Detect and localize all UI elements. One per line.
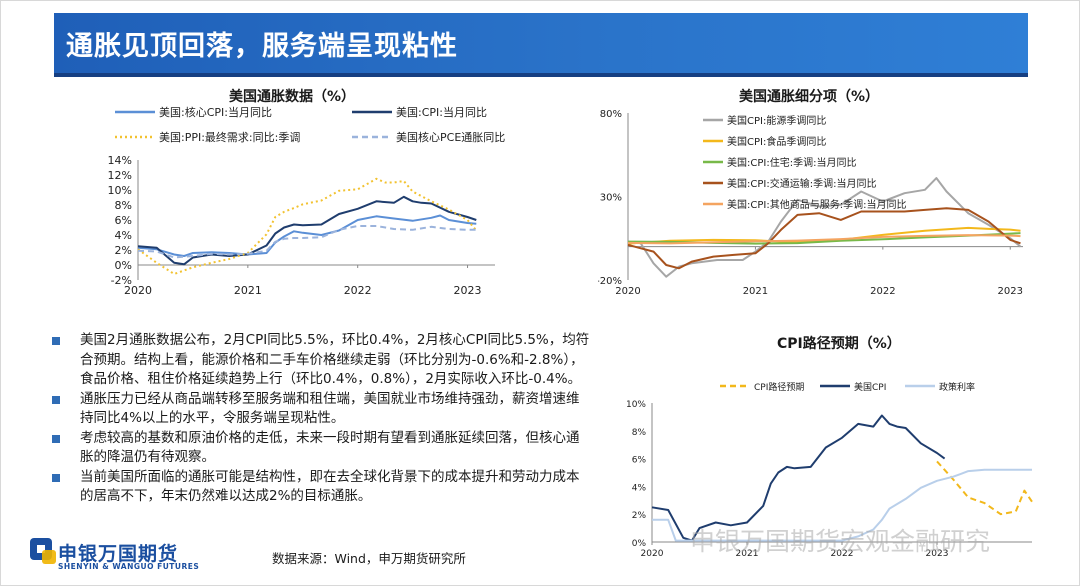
bullet-text: 美国2月通胀数据公布，2月CPI同比5.5%，环比0.4%，2月核心CPI同比5… — [80, 332, 590, 387]
logo-text-en: SHENYIN & WANGUO FUTURES — [58, 562, 200, 571]
series-line-2 — [137, 195, 477, 266]
y-tick-label: -2% — [111, 274, 132, 287]
chart1-title: 美国通胀数据（%） — [229, 89, 356, 105]
series-line-4 — [627, 207, 1021, 270]
legend-label-1: 美国:核心CPI:当月同比 — [159, 105, 272, 119]
series-line-2 — [651, 414, 946, 542]
legend-label-4: 美国:CPI:交通运输:季调:当月同比 — [727, 177, 876, 190]
series-line-3 — [137, 177, 478, 275]
legend-label-2: 美国CPI — [854, 381, 886, 393]
y-tick-label: 10% — [108, 184, 132, 197]
legend-label-3: 美国:PPI:最终需求:同比:季调 — [159, 130, 300, 144]
watermark: 申银万国期货宏观金融研究 — [690, 527, 991, 556]
x-tick-label: 2022 — [344, 284, 372, 297]
x-tick-label: 2020 — [124, 284, 152, 297]
bullet-text: 通胀压力已经从商品端转移至服务端和租住端，美国就业市场维持强劲，薪资增速维持同比… — [80, 390, 580, 427]
y-tick-label: -20% — [598, 276, 622, 287]
x-tick-label: 2020 — [641, 549, 664, 559]
y-tick-label: 8% — [115, 199, 132, 212]
bullet-list: 美国2月通胀数据公布，2月CPI同比5.5%，环比0.4%，2月核心CPI同比5… — [52, 331, 592, 507]
x-tick-label: 2023 — [454, 284, 482, 297]
chart1: -2% 0% 2% 4% 6% 8% 10% 12% 14% 2020 2021 2022 2023 美国… — [108, 105, 506, 297]
chart2: -20%30%80%2020 2021 2022 2023美国CPI:能源季调同比美国… — [598, 109, 1023, 297]
x-tick-label: 2021 — [234, 284, 262, 297]
y-tick-label: 2% — [115, 244, 132, 257]
bullet-marker — [52, 473, 60, 482]
legend-label-5: 美国:CPI:其他商品与服务:季调:当月同比 — [727, 198, 906, 211]
x-tick-label: 2021 — [743, 286, 768, 297]
legend-label-3: 政策利率 — [939, 381, 975, 393]
bullet-text: 考虑较高的基数和原油价格的走低，未来一段时期有望看到通胀延续回落，但核心通胀的降… — [80, 429, 580, 466]
x-tick-label: 2023 — [926, 549, 949, 559]
x-tick-label: 2022 — [831, 549, 854, 559]
chart3-title: CPI路径预期（%） — [777, 336, 901, 352]
bullet-item: 考虑较高的基数和原油价格的走低，未来一段时期有望看到通胀延续回落，但核心通胀的降… — [52, 429, 592, 468]
y-tick-label: 6% — [115, 214, 132, 227]
y-tick-label: 4% — [632, 483, 647, 493]
y-tick-label: 0% — [115, 259, 132, 272]
y-tick-label: 12% — [108, 169, 132, 182]
company-logo — [30, 538, 56, 564]
bullet-item: 当前美国所面临的通胀可能是结构性，即在去全球化背景下的成本提升和劳动力成本的居高… — [52, 468, 592, 507]
legend-label-3: 美国:CPI:住宅:季调:当月同比 — [727, 156, 856, 169]
header-bar — [54, 13, 1028, 73]
bullet-item: 美国2月通胀数据公布，2月CPI同比5.5%，环比0.4%，2月核心CPI同比5… — [52, 331, 592, 390]
series-line-4 — [137, 225, 477, 259]
y-tick-label: 14% — [108, 154, 132, 167]
y-tick-label: 8% — [632, 428, 647, 438]
y-tick-label: 6% — [632, 456, 647, 466]
series-line-5 — [627, 234, 1021, 245]
legend-label-2: 美国CPI:食品季调同比 — [727, 135, 826, 148]
series-line-3 — [652, 468, 1032, 542]
chart3: 0% 2% 4% 6% 8% 10% 2020 2021 2022 2023 CPI路径预期 美国CP… — [626, 381, 1033, 559]
page-title: 通胀见顶回落，服务端呈现粘性 — [66, 31, 458, 62]
y-tick-label: 30% — [600, 193, 622, 204]
legend-label-1: 美国CPI:能源季调同比 — [727, 114, 826, 127]
legend-label-4: 美国核心PCE通胀同比 — [396, 130, 505, 144]
y-tick-label: 2% — [632, 511, 647, 521]
y-tick-label: 4% — [115, 229, 132, 242]
x-tick-label: 2022 — [870, 286, 895, 297]
x-tick-label: 2023 — [998, 286, 1023, 297]
y-tick-label: 80% — [600, 109, 622, 120]
bullet-marker — [52, 395, 60, 404]
series-line-1 — [137, 214, 477, 257]
bullet-item: 通胀压力已经从商品端转移至服务端和租住端，美国就业市场维持强劲，薪资增速维持同比… — [52, 390, 592, 429]
y-tick-label: 0% — [632, 539, 647, 549]
bullet-text: 当前美国所面临的通胀可能是结构性，即在去全球化背景下的成本提升和劳动力成本的居高… — [80, 468, 580, 505]
y-tick-label: 10% — [626, 400, 646, 410]
bullet-marker — [52, 434, 60, 443]
data-source: 数据来源：Wind，申万期货研究所 — [272, 551, 466, 566]
logo-text-cn: 申银万国期货 — [58, 543, 179, 565]
chart2-title: 美国通胀细分项（%） — [739, 89, 880, 105]
x-tick-label: 2020 — [615, 286, 640, 297]
bullet-marker — [52, 337, 60, 345]
x-tick-label: 2021 — [736, 549, 759, 559]
legend-label-2: 美国:CPI:当月同比 — [396, 105, 487, 119]
header-stripe — [54, 73, 1028, 77]
legend-label-1: CPI路径预期 — [754, 381, 804, 393]
series-line-1 — [936, 460, 1033, 516]
